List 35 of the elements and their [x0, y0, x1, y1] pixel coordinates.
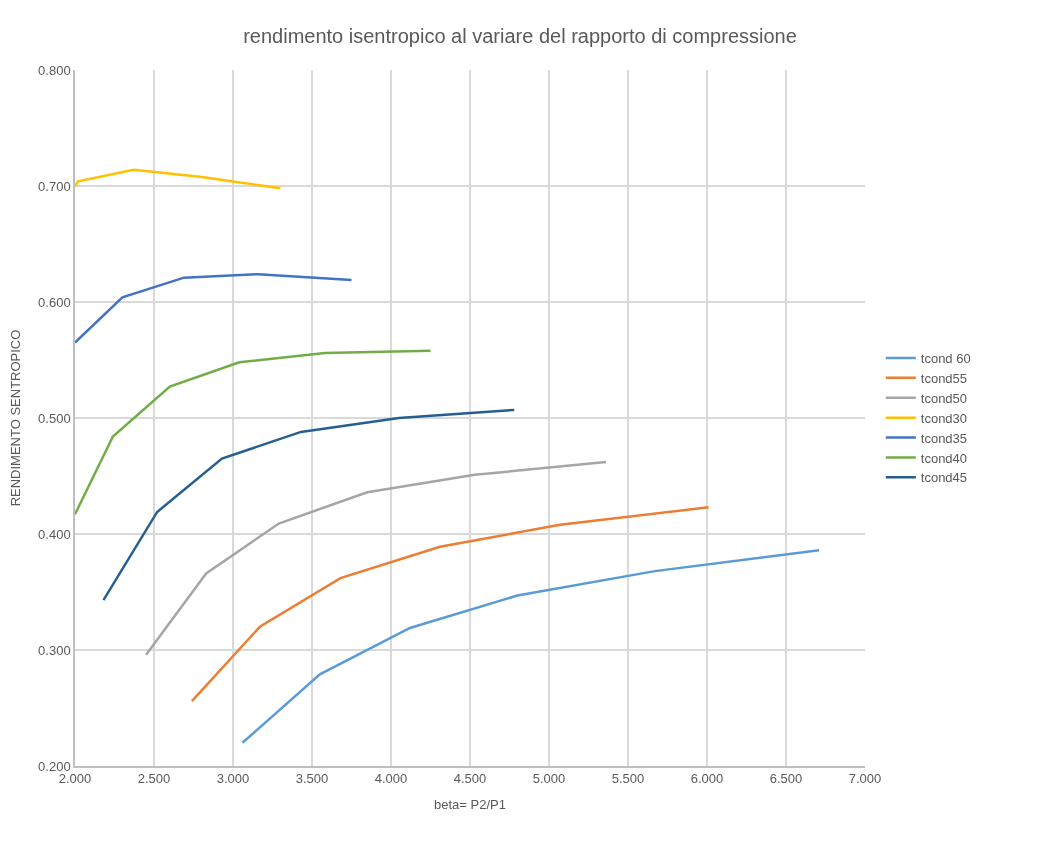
line-series [241, 548, 821, 745]
legend-label: tcond45 [920, 470, 968, 486]
x-tick-label: 2.000 [58, 771, 92, 787]
x-tick-label: 4.500 [453, 771, 487, 787]
x-tick-label: 3.000 [216, 771, 250, 787]
x-axis-title: beta= P2/P1 [434, 797, 506, 813]
legend-label: tcond35 [920, 430, 968, 446]
line-series [75, 349, 432, 516]
y-tick-label: 0.800 [38, 62, 71, 78]
y-tick-label: 0.700 [38, 178, 71, 194]
y-tick-label: 0.200 [38, 758, 71, 774]
line-series [75, 168, 282, 190]
line-series [190, 506, 710, 703]
x-tick-label: 2.500 [137, 771, 171, 787]
legend-label: tcond 60 [920, 351, 971, 367]
x-tick-label: 5.500 [611, 771, 645, 787]
legend-label: tcond30 [920, 410, 968, 426]
legend-label: tcond55 [920, 370, 968, 386]
x-tick-label: 7.000 [848, 771, 882, 787]
y-tick-label: 0.400 [38, 526, 71, 542]
legend-label: tcond40 [920, 450, 968, 466]
line-series [144, 460, 608, 656]
x-tick-label: 6.500 [769, 771, 803, 787]
x-tick-label: 6.000 [690, 771, 724, 787]
x-tick-label: 5.000 [532, 771, 566, 787]
x-tick-label: 4.000 [374, 771, 408, 787]
y-tick-label: 0.600 [38, 294, 71, 310]
chart-title: rendimento isentropico al variare del rapporto di compressione [243, 25, 797, 48]
legend-label: tcond50 [920, 390, 968, 406]
y-tick-label: 0.300 [38, 642, 71, 658]
y-axis-title: RENDIMENTO SENTROPICO [7, 329, 23, 507]
line-series [102, 408, 516, 602]
y-tick-label: 0.500 [38, 410, 71, 426]
x-tick-label: 3.500 [295, 771, 329, 787]
line-series [75, 272, 353, 344]
